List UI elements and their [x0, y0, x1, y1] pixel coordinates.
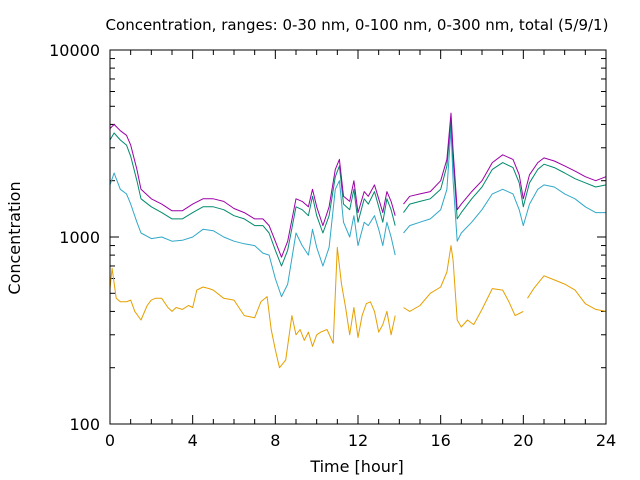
series-line-1	[109, 245, 607, 369]
x-tick-label: 20	[513, 431, 533, 450]
y-tick-label: 10000	[49, 41, 100, 60]
series-line-4	[109, 112, 607, 258]
x-tick-label: 8	[270, 431, 280, 450]
y-tick-label: 100	[69, 415, 100, 434]
series-line-3	[109, 120, 607, 267]
axis-ticks: 0 4 8 12 16 20 24 100 1000 10000	[49, 41, 616, 450]
series-line-2	[109, 128, 606, 298]
y-tick-label: 1000	[59, 228, 100, 247]
x-tick-label: 0	[105, 431, 115, 450]
x-tick-label: 16	[430, 431, 450, 450]
x-tick-label: 12	[348, 431, 368, 450]
x-axis-title: Time [hour]	[309, 457, 403, 476]
plot-frame	[109, 49, 607, 425]
series-group	[109, 112, 607, 369]
x-tick-label: 4	[188, 431, 198, 450]
y-axis-title: Concentration	[5, 181, 24, 294]
x-tick-label: 24	[596, 431, 616, 450]
chart-title: Concentration, ranges: 0-30 nm, 0-100 nm…	[106, 16, 609, 34]
